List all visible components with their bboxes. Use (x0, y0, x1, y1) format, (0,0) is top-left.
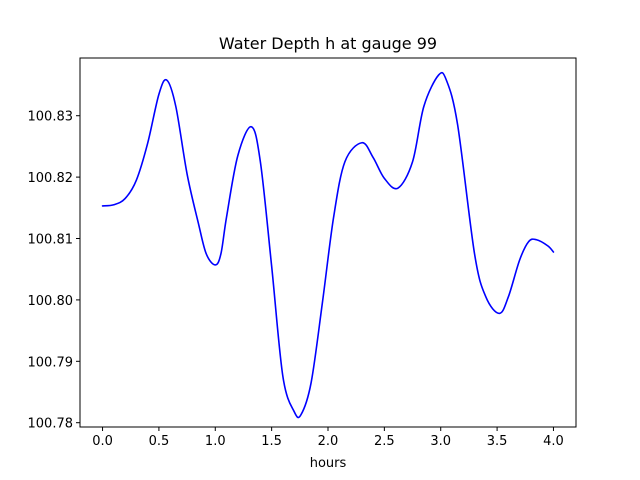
plot-area (101, 71, 555, 419)
x-tick-label: 3.0 (430, 434, 451, 449)
y-axis: 100.78 100.79 100.80 100.81 100.82 100.83 (28, 110, 80, 432)
x-tick-label: 4.0 (543, 434, 564, 449)
x-tick-label: 2.5 (374, 434, 395, 449)
y-tick-label: 100.80 (28, 294, 74, 309)
x-tick-label: 0.0 (92, 434, 113, 449)
y-tick-label: 100.83 (28, 110, 74, 125)
series-line-0 (101, 71, 555, 419)
chart-title: Water Depth h at gauge 99 (219, 34, 437, 53)
x-tick-label: 3.5 (487, 434, 508, 449)
x-tick-label: 0.5 (149, 434, 170, 449)
x-axis-label: hours (310, 456, 347, 471)
y-tick-label: 100.79 (28, 355, 74, 370)
y-tick-label: 100.81 (28, 233, 74, 248)
y-tick-label: 100.82 (28, 171, 74, 186)
y-tick-label: 100.78 (28, 417, 74, 432)
x-axis: 0.0 0.5 1.0 1.5 2.0 2.5 3.0 3.5 4.0 (92, 427, 564, 449)
x-tick-label: 2.0 (318, 434, 339, 449)
x-tick-label: 1.5 (261, 434, 282, 449)
x-tick-label: 1.0 (205, 434, 226, 449)
